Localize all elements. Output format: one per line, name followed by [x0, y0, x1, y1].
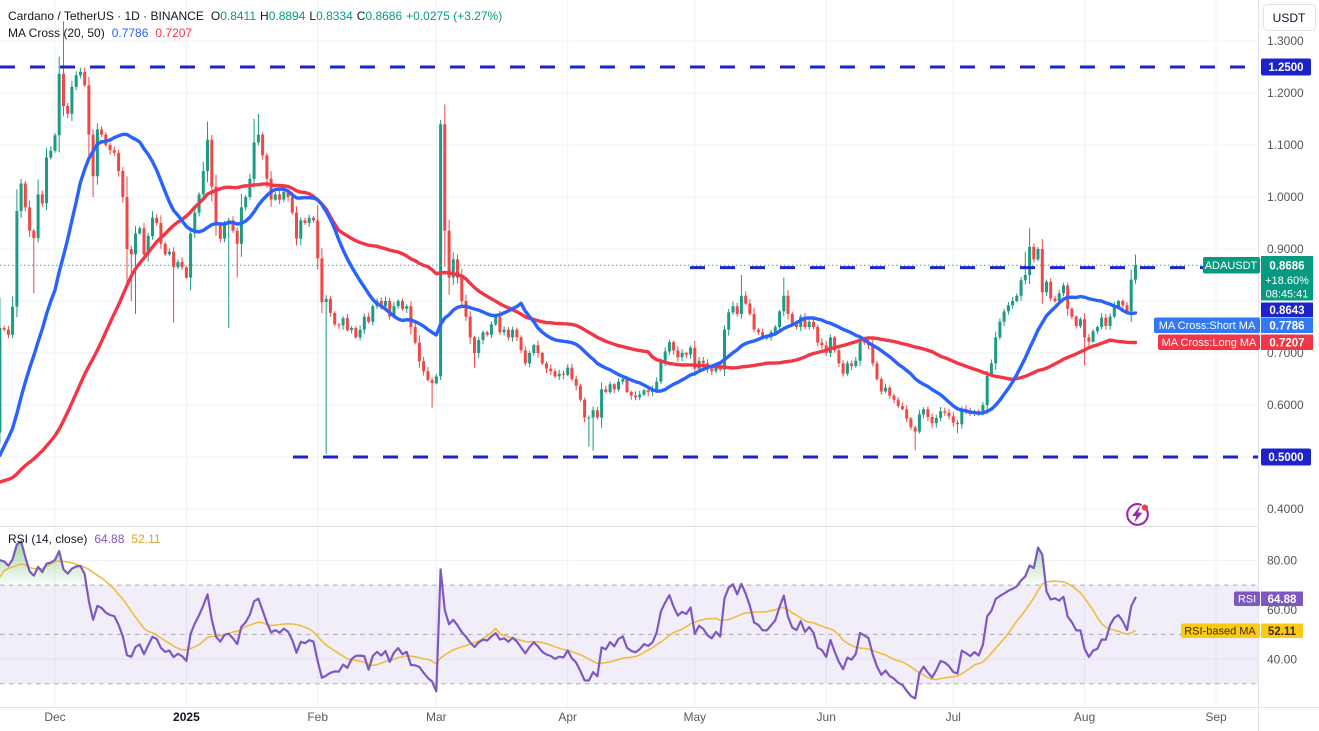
svg-text:Cardano / TetherUS · 1D · BINA: Cardano / TetherUS · 1D · BINANCE O0.8411…: [8, 9, 502, 23]
svg-text:MA Cross:Long MA: MA Cross:Long MA: [1162, 337, 1257, 349]
svg-text:80.00: 80.00: [1267, 554, 1297, 568]
svg-text:0.9000: 0.9000: [1267, 242, 1304, 256]
svg-text:64.88: 64.88: [1268, 594, 1297, 606]
svg-text:0.5000: 0.5000: [1268, 452, 1303, 464]
svg-text:May: May: [683, 710, 706, 724]
svg-text:1.1000: 1.1000: [1267, 138, 1304, 152]
svg-text:RSI-based MA: RSI-based MA: [1184, 626, 1256, 638]
svg-text:Feb: Feb: [307, 710, 328, 724]
svg-text:0.8643: 0.8643: [1269, 305, 1304, 317]
svg-text:2025: 2025: [173, 710, 200, 724]
svg-text:0.7786: 0.7786: [1269, 320, 1304, 332]
svg-text:Aug: Aug: [1074, 710, 1095, 724]
svg-text:ADAUSDT: ADAUSDT: [1205, 260, 1258, 272]
svg-text:52.11: 52.11: [1268, 626, 1297, 638]
svg-text:60.00: 60.00: [1267, 603, 1297, 617]
svg-text:Sep: Sep: [1205, 710, 1227, 724]
svg-text:Jun: Jun: [817, 710, 836, 724]
svg-text:08:45:41: 08:45:41: [1266, 289, 1309, 301]
svg-text:0.4000: 0.4000: [1267, 502, 1304, 516]
svg-text:MA Cross:Short MA: MA Cross:Short MA: [1159, 320, 1256, 332]
svg-text:1.3000: 1.3000: [1267, 34, 1304, 48]
svg-text:1.2500: 1.2500: [1268, 62, 1303, 74]
svg-text:1.0000: 1.0000: [1267, 190, 1304, 204]
svg-text:USDT: USDT: [1273, 11, 1306, 25]
svg-text:0.7207: 0.7207: [1269, 337, 1304, 349]
svg-text:0.8686: 0.8686: [1269, 261, 1304, 273]
svg-text:Mar: Mar: [426, 710, 447, 724]
svg-text:+18.60%: +18.60%: [1265, 275, 1309, 287]
svg-text:Dec: Dec: [44, 710, 65, 724]
svg-text:40.00: 40.00: [1267, 652, 1297, 666]
svg-text:0.6000: 0.6000: [1267, 398, 1304, 412]
svg-text:Jul: Jul: [946, 710, 961, 724]
svg-text:RSI: RSI: [1238, 594, 1256, 606]
svg-text:1.2000: 1.2000: [1267, 86, 1304, 100]
svg-text:Apr: Apr: [558, 710, 577, 724]
